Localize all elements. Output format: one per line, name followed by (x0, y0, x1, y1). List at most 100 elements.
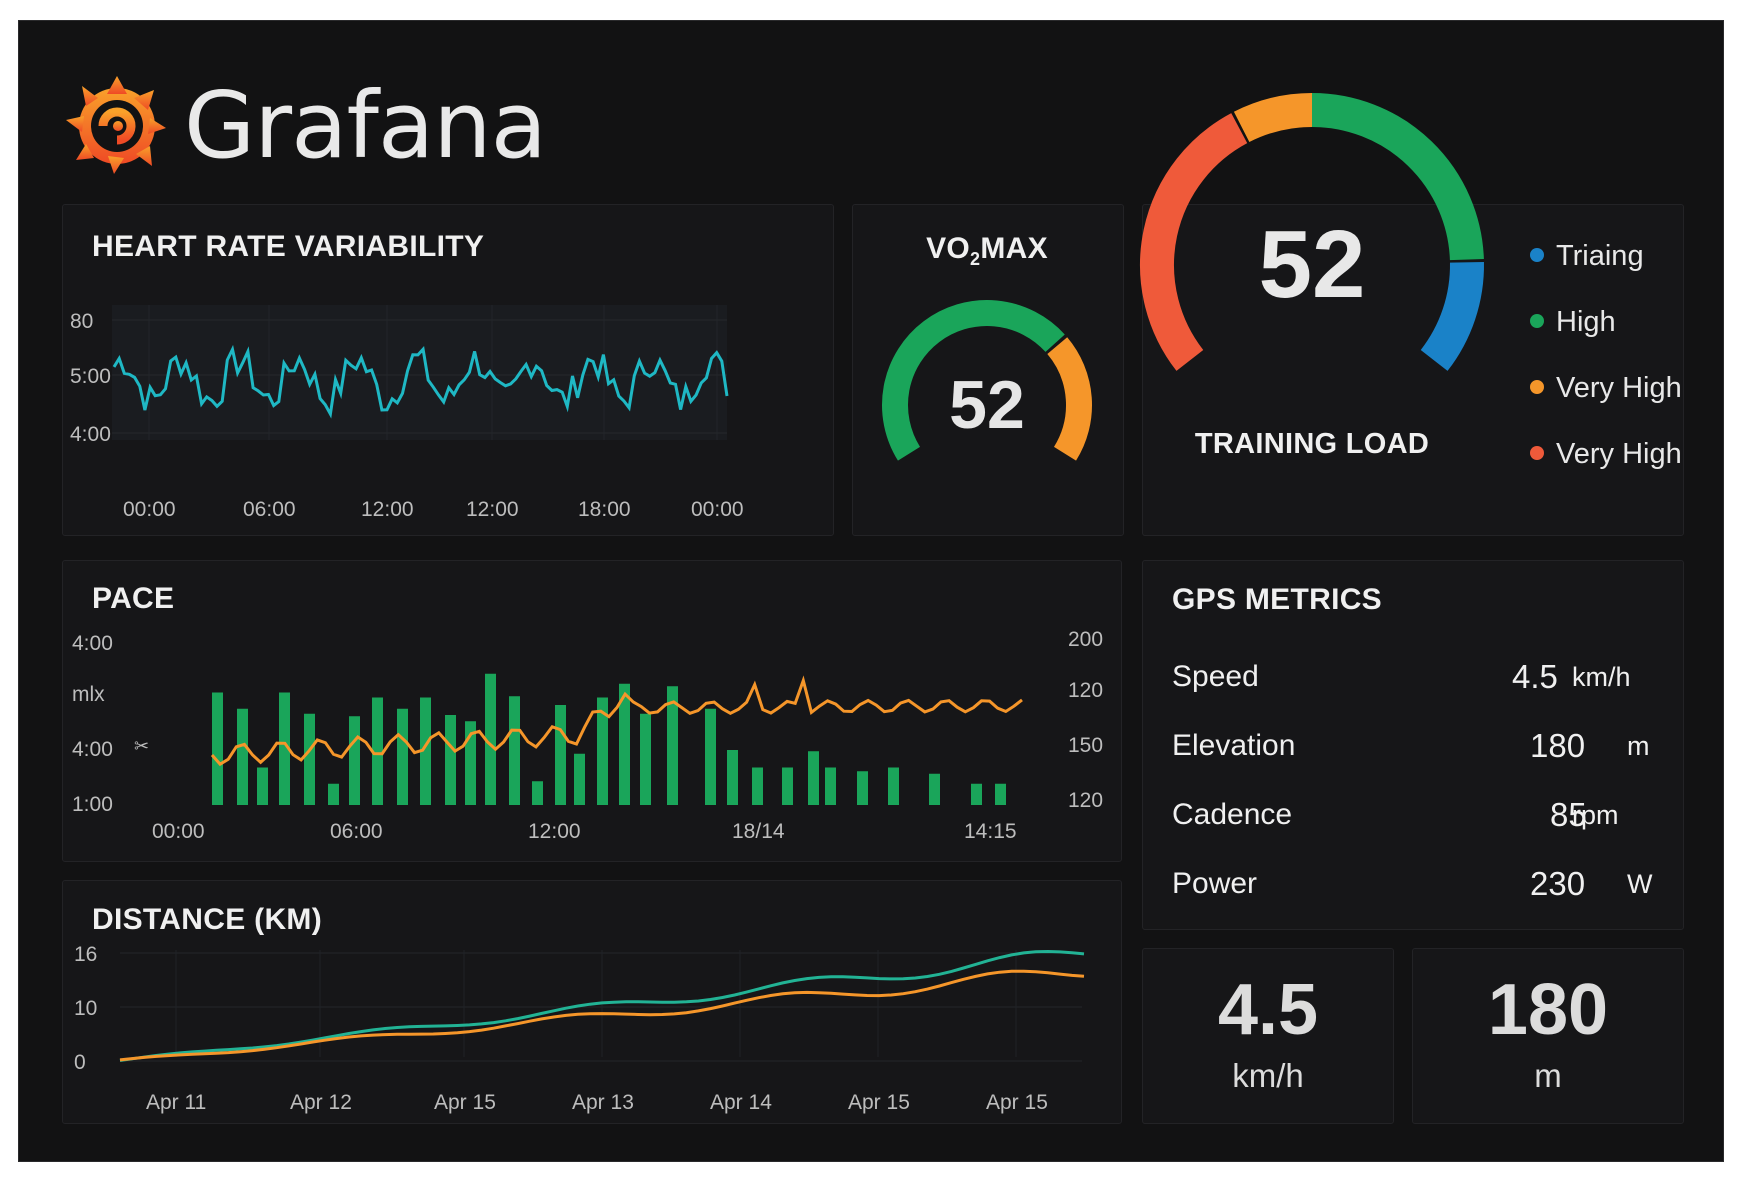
legend-label: Triaing (1556, 240, 1644, 272)
gps-metric-value: 230 (1530, 865, 1586, 902)
hrv-chart[interactable]: 80 5:00 4:00 00:00 06:00 12:00 12:00 18:00 00:00 (62, 295, 832, 535)
vo2max-gauge-orange-arc (1047, 337, 1092, 461)
speed-stat-unit: km/h (1232, 1057, 1304, 1094)
pace-bar (929, 773, 940, 805)
pace-title: PACE (92, 582, 175, 615)
hrv-x-tick: 18:00 (578, 498, 631, 521)
distance-x-tick: Apr 11 (146, 1091, 206, 1114)
hrv-x-tick: 12:00 (361, 498, 414, 521)
legend-label: High (1556, 306, 1616, 338)
legend-dot-icon (1530, 314, 1544, 329)
gps-metric-value: 180 (1530, 727, 1586, 764)
distance-y-tick: 0 (74, 1051, 86, 1074)
hrv-x-tick: 00:00 (123, 498, 176, 521)
pace-bar (888, 767, 899, 805)
training-load-arc-red (1140, 113, 1248, 371)
pace-bar (857, 771, 868, 805)
pace-bar (509, 696, 520, 805)
gps-metric-value: 4.5 (1512, 658, 1558, 695)
legend-item[interactable]: Triaing (1530, 240, 1644, 273)
distance-panel[interactable] (62, 880, 1122, 1124)
grafana-logo[interactable]: Grafana (62, 68, 582, 179)
gps-metric-label: Elevation (1172, 729, 1296, 762)
gps-metric-row: Speed 4.5 km/h (1172, 658, 1652, 700)
hrv-x-tick: 06:00 (243, 498, 296, 521)
pace-y-left-tick: 4:00 (72, 738, 113, 761)
pace-bar (372, 697, 383, 805)
gps-metric-row: Elevation 180 m (1172, 727, 1652, 769)
distance-y-tick: 10 (74, 997, 97, 1020)
pace-bar (597, 697, 608, 805)
gps-metric-unit: W (1627, 869, 1653, 899)
pace-bar (420, 697, 431, 805)
pace-bar (574, 753, 585, 805)
pace-bar (279, 692, 290, 805)
pace-x-tick: 18/14 (732, 820, 785, 843)
gps-metric-row: Power 230 W (1172, 865, 1653, 907)
vo2max-gauge (882, 300, 1092, 461)
training-load-legend: Triaing High Very High Very High (1530, 240, 1700, 490)
speed-stat-value: 4.5 (1217, 970, 1319, 1050)
legend-item[interactable]: High (1530, 306, 1616, 339)
pace-bar (705, 708, 716, 805)
distance-chart[interactable]: 16 10 0 Apr 11 Apr 12 Apr 15 Apr 13 Apr 14 Apr 1… (62, 935, 1120, 1125)
training-load-value: 52 (1258, 211, 1366, 318)
distance-y-tick: 16 (74, 943, 97, 966)
pace-bar (397, 708, 408, 805)
training-load-arc-orange (1233, 93, 1313, 143)
pace-bar (995, 783, 1006, 805)
legend-dot-icon (1530, 248, 1544, 263)
legend-dot-icon (1530, 380, 1544, 395)
pace-bar (667, 686, 678, 805)
gps-metrics-list: Speed 4.5 km/h Elevation 180 m Cadence 85 rpm Pow… (1142, 658, 1682, 920)
pace-bar (782, 767, 793, 805)
pace-x-tick: 06:00 (330, 820, 383, 843)
hrv-x-tick: 00:00 (691, 498, 744, 521)
legend-item[interactable]: Very High (1530, 438, 1682, 471)
elevation-stat-value: 180 (1487, 970, 1609, 1050)
vo2max-title-post: MAX (980, 232, 1048, 265)
pace-x-tick: 14:15 (964, 820, 1017, 843)
distance-x-tick: Apr 15 (434, 1091, 496, 1114)
hrv-y-tick: 4:00 (70, 423, 111, 446)
gps-metric-label: Power (1172, 867, 1258, 900)
pace-y-right-tick: 150 (1068, 734, 1103, 757)
distance-x-tick: Apr 12 (290, 1091, 352, 1114)
legend-label: Very High (1556, 438, 1682, 470)
pace-y-right-tick: 120 (1068, 789, 1103, 812)
pace-y-right-tick: 120 (1068, 679, 1103, 702)
distance-series-line-green (119, 949, 1085, 1062)
pace-bar (445, 715, 456, 805)
gps-metric-unit: km/h (1572, 662, 1631, 692)
pace-bar (465, 721, 476, 805)
pace-bar (257, 767, 268, 805)
pace-bar (619, 683, 630, 805)
legend-label: Very High (1556, 372, 1682, 404)
pace-bar (212, 692, 223, 805)
hrv-plot-area (112, 305, 727, 440)
vo2max-gauge-green-arc (882, 300, 1065, 461)
hrv-y-tick: 80 (70, 310, 93, 333)
training-load-panel[interactable] (1142, 204, 1684, 536)
legend-dot-icon (1530, 446, 1544, 461)
gps-metric-row: Cadence 85 rpm (1172, 796, 1652, 838)
pace-y-left-tick: mlx (72, 683, 105, 706)
gps-metrics-title: GPS METRICS (1172, 583, 1382, 616)
vo2max-title-sub: 2 (970, 249, 981, 269)
pace-y-left-tick: 4:00 (72, 632, 113, 655)
pace-x-tick: 12:00 (528, 820, 581, 843)
elevation-stat-panel[interactable]: 180 m (1412, 948, 1684, 1124)
training-load-arc-green (1311, 93, 1484, 261)
speed-stat-panel[interactable]: 4.5 km/h (1142, 948, 1394, 1124)
pace-bar (349, 716, 360, 805)
legend-item[interactable]: Very High (1530, 372, 1682, 405)
gps-metric-unit: m (1627, 731, 1650, 761)
pace-marker-icon: ✂ (134, 736, 149, 756)
pace-bar (752, 767, 763, 805)
gps-metrics-panel[interactable] (1142, 560, 1684, 930)
distance-title: DISTANCE (KM) (92, 903, 322, 936)
distance-x-tick: Apr 15 (986, 1091, 1048, 1114)
pace-chart[interactable]: 4:00 mlx 4:00 1:00 200 120 150 120 00:00 06:00 12:… (62, 620, 1120, 860)
gps-metric-label: Cadence (1172, 798, 1293, 831)
distance-series-line-orange (119, 969, 1085, 1062)
